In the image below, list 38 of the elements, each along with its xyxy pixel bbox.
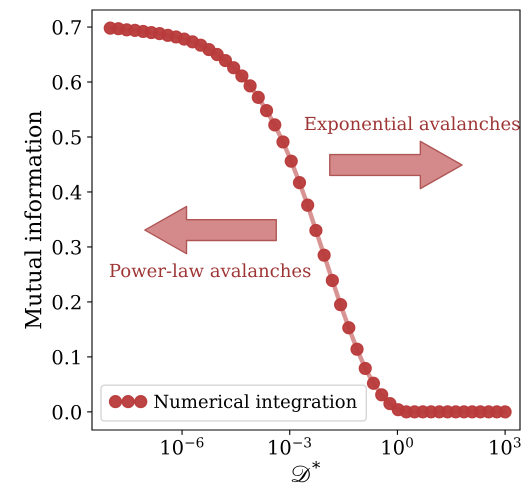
y-tick-label: 0.5: [52, 130, 81, 145]
y-tick-label: 0.7: [52, 20, 81, 35]
point: [309, 224, 323, 238]
point: [252, 90, 265, 104]
point: [276, 135, 290, 149]
point: [366, 376, 380, 390]
point: [292, 176, 306, 190]
y-tick-label: 0.2: [52, 294, 80, 310]
x-tick-label: 10$^{−6}$: [162, 437, 204, 455]
y-tick-label: 0.0: [52, 404, 81, 420]
point: [375, 388, 388, 402]
point: [235, 69, 248, 83]
y-axis-title: Mutual information: [24, 110, 42, 329]
y-tick-label: 0.1: [52, 350, 80, 365]
annotation: Power-law avalanches: [110, 263, 310, 278]
y-tick-label: 0.4: [52, 184, 82, 200]
x-tick-label: 10$^{3}$: [490, 437, 521, 455]
point: [227, 61, 240, 74]
x-axis-title: 𝒟$^{*}$: [292, 461, 320, 482]
point: [498, 405, 512, 418]
point: [268, 118, 282, 132]
point: [318, 248, 331, 262]
point: [301, 198, 314, 212]
point: [350, 342, 364, 356]
x-tick-label: 10$^{0}$: [382, 437, 413, 455]
annotation: Exponential avalanches: [304, 116, 520, 134]
y-tick-label: 0.6: [52, 74, 82, 90]
y-tick-label: 0.3: [52, 240, 81, 255]
point: [260, 104, 274, 118]
legend-label: Numerical integration: [154, 394, 357, 412]
x-tick-label: 10$^{−3}$: [269, 437, 311, 455]
point: [284, 154, 298, 168]
point: [244, 79, 257, 92]
point: [218, 54, 232, 68]
point: [342, 321, 356, 334]
point: [334, 298, 348, 312]
point: [358, 362, 372, 376]
point: [326, 274, 339, 288]
